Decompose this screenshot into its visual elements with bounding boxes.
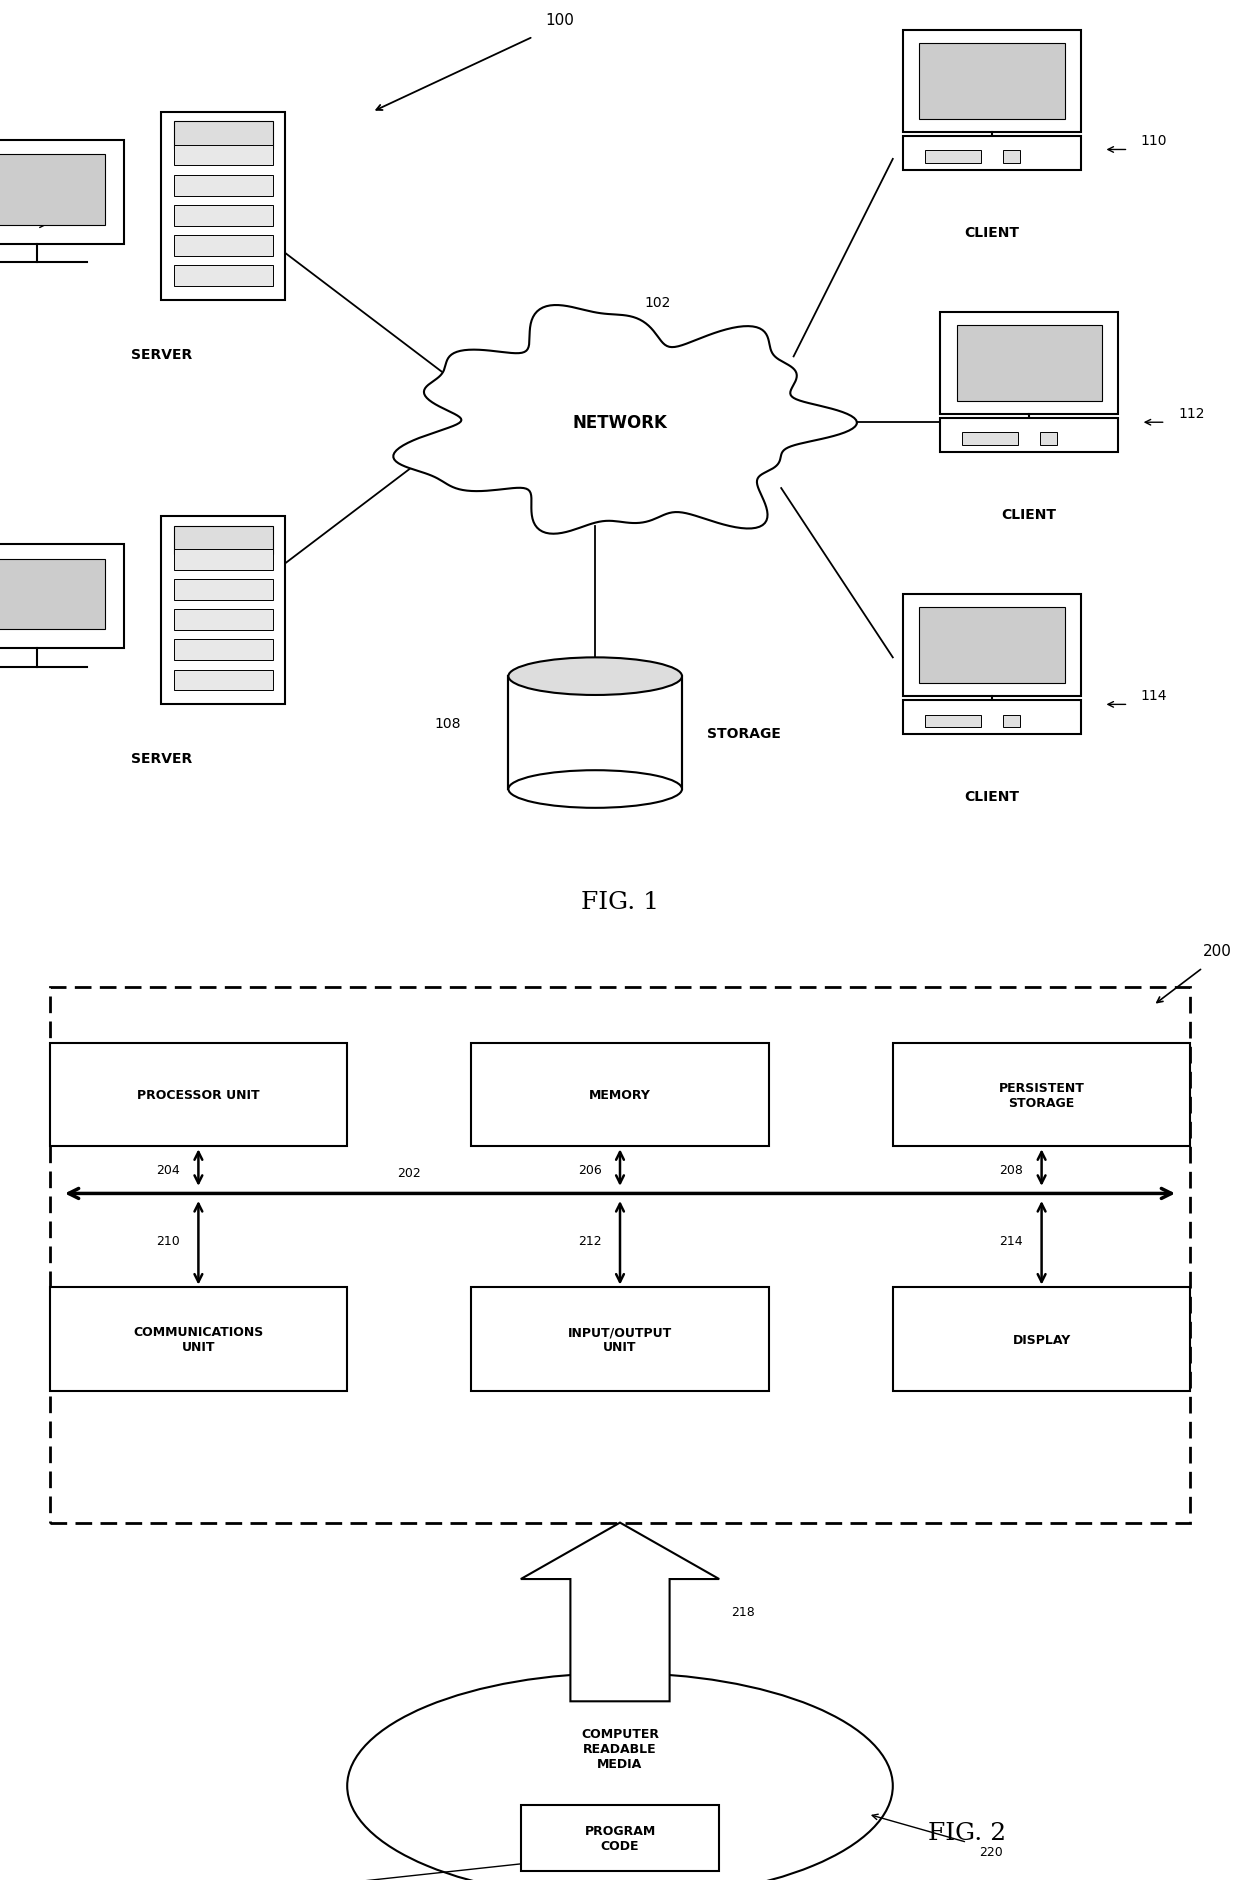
Bar <box>174 549 273 572</box>
Text: 114: 114 <box>1141 688 1167 703</box>
Text: NETWORK: NETWORK <box>573 414 667 432</box>
Bar <box>174 237 273 258</box>
Text: 202: 202 <box>397 1167 420 1181</box>
Ellipse shape <box>347 1673 893 1880</box>
Bar <box>903 594 1081 697</box>
Bar <box>940 419 1118 453</box>
Text: 104: 104 <box>0 199 26 214</box>
Bar <box>925 714 981 728</box>
Text: CLIENT: CLIENT <box>965 790 1019 803</box>
Bar <box>962 432 1018 446</box>
Bar <box>893 1288 1190 1391</box>
Bar <box>0 545 124 649</box>
Text: CLIENT: CLIENT <box>965 226 1019 239</box>
Bar <box>508 677 682 790</box>
Text: 102: 102 <box>645 297 671 310</box>
Text: 106: 106 <box>0 594 26 609</box>
Bar <box>174 177 273 197</box>
Bar <box>1003 714 1019 728</box>
Bar <box>174 526 273 555</box>
Bar <box>161 517 285 705</box>
Text: COMMUNICATIONS
UNIT: COMMUNICATIONS UNIT <box>133 1325 264 1354</box>
Text: 220: 220 <box>980 1846 1003 1857</box>
Bar <box>174 122 273 150</box>
Ellipse shape <box>508 771 682 808</box>
Bar <box>1003 150 1019 164</box>
Bar <box>174 205 273 226</box>
Bar <box>471 1288 769 1391</box>
Bar <box>903 701 1081 735</box>
Text: 110: 110 <box>1141 133 1167 149</box>
Bar <box>940 314 1118 415</box>
Bar <box>903 30 1081 132</box>
Bar <box>957 325 1101 402</box>
Polygon shape <box>521 1523 719 1701</box>
Text: 218: 218 <box>732 1606 755 1619</box>
Bar <box>174 639 273 662</box>
Bar <box>161 113 285 301</box>
Bar <box>174 267 273 288</box>
Text: PROGRAM
CODE: PROGRAM CODE <box>584 1824 656 1852</box>
Text: CLIENT: CLIENT <box>1002 508 1056 521</box>
Bar <box>0 156 105 226</box>
Bar <box>174 671 273 692</box>
FancyBboxPatch shape <box>50 987 1190 1523</box>
Text: 100: 100 <box>546 13 574 28</box>
Text: 112: 112 <box>1178 406 1204 421</box>
Bar <box>50 1043 347 1147</box>
Bar <box>919 43 1064 120</box>
Text: COMPUTER
READABLE
MEDIA: COMPUTER READABLE MEDIA <box>582 1728 658 1769</box>
Bar <box>925 150 981 164</box>
Text: FIG. 2: FIG. 2 <box>928 1822 1007 1844</box>
Text: MEMORY: MEMORY <box>589 1089 651 1102</box>
Text: 108: 108 <box>434 716 460 731</box>
Text: 206: 206 <box>578 1164 601 1177</box>
Text: 204: 204 <box>156 1164 180 1177</box>
Text: INPUT/OUTPUT
UNIT: INPUT/OUTPUT UNIT <box>568 1325 672 1354</box>
Text: FIG. 1: FIG. 1 <box>582 891 658 914</box>
Text: 208: 208 <box>999 1164 1023 1177</box>
Bar <box>0 141 124 244</box>
Bar <box>893 1043 1190 1147</box>
Bar <box>521 1805 719 1871</box>
Ellipse shape <box>508 658 682 696</box>
Text: SERVER: SERVER <box>130 348 192 361</box>
Bar <box>919 607 1064 684</box>
Bar <box>1040 432 1056 446</box>
Polygon shape <box>393 306 857 534</box>
Text: 214: 214 <box>999 1235 1023 1246</box>
Bar <box>903 137 1081 171</box>
Bar <box>174 147 273 167</box>
Text: 200: 200 <box>1203 944 1231 959</box>
Text: 212: 212 <box>578 1235 601 1246</box>
Text: 210: 210 <box>156 1235 180 1246</box>
Text: SERVER: SERVER <box>130 752 192 765</box>
Bar <box>471 1043 769 1147</box>
Text: PERSISTENT
STORAGE: PERSISTENT STORAGE <box>998 1081 1085 1109</box>
Bar <box>0 560 105 630</box>
Bar <box>174 579 273 602</box>
Text: DISPLAY: DISPLAY <box>1013 1333 1070 1346</box>
Bar <box>174 609 273 632</box>
Text: STORAGE: STORAGE <box>707 726 781 741</box>
Bar <box>50 1288 347 1391</box>
Text: PROCESSOR UNIT: PROCESSOR UNIT <box>138 1089 259 1102</box>
